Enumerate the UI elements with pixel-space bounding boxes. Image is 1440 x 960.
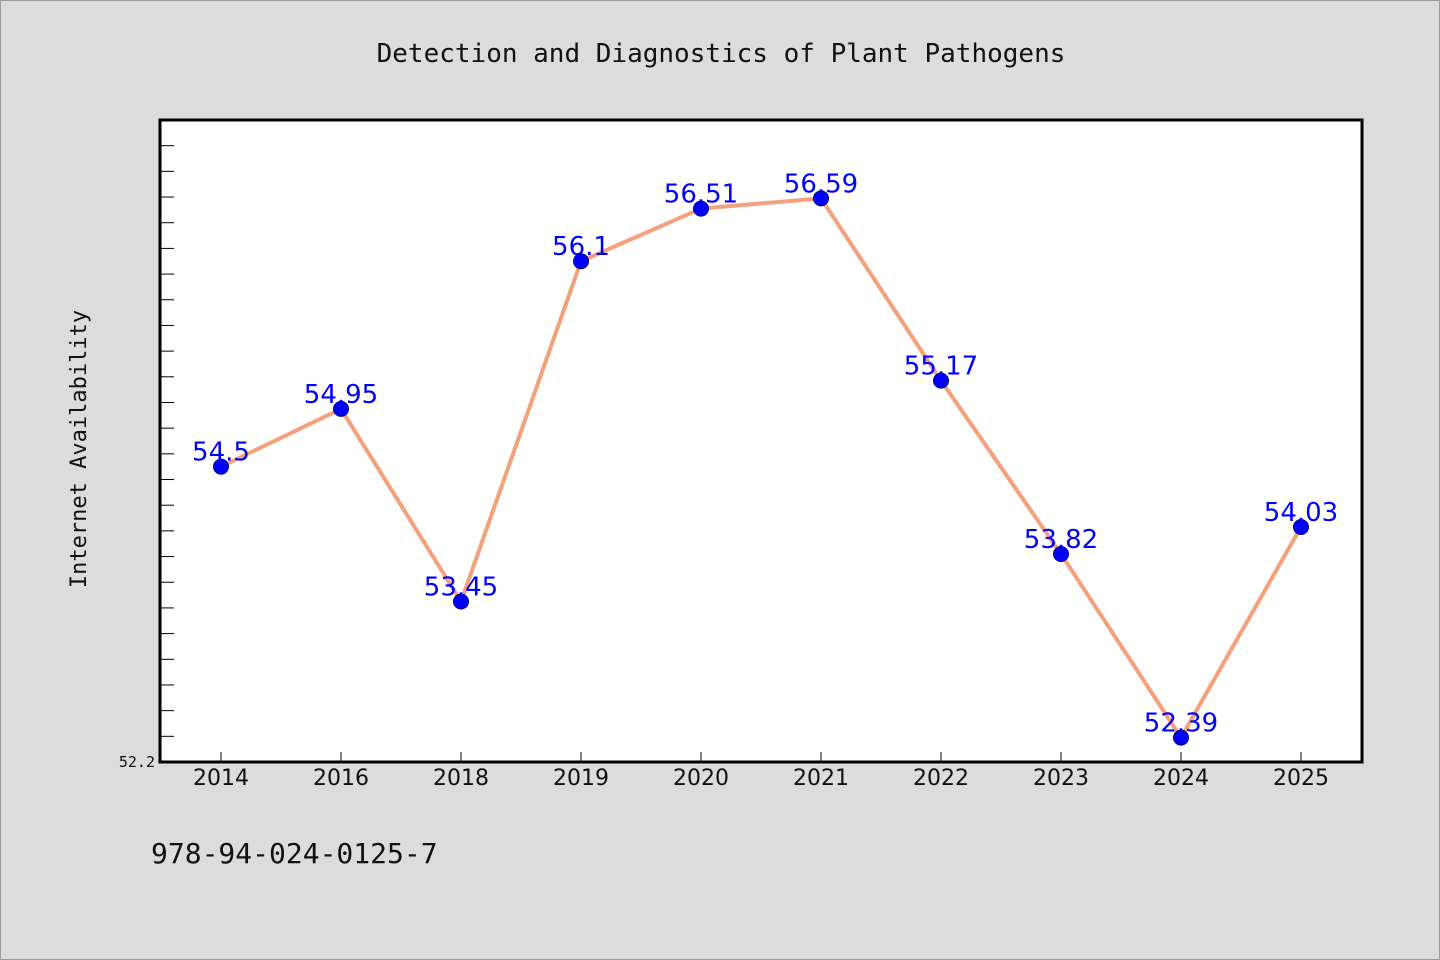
x-axis-tick-labels: 2014 2016 2018 2019 2020 2021 2022 2023 2024 2025 [193, 766, 1329, 791]
x-tick-label: 2023 [1033, 766, 1089, 791]
x-tick-label: 2024 [1153, 766, 1209, 791]
series-line-segment [939, 378, 1063, 556]
data-label: 54.5 [192, 438, 250, 468]
series-lines [219, 196, 1303, 740]
data-label: 56.1 [552, 232, 610, 262]
x-tick-label: 2025 [1273, 766, 1329, 791]
data-label: 52.39 [1144, 709, 1218, 739]
series-line-segment [219, 406, 343, 469]
x-tick-label: 2016 [313, 766, 369, 791]
y-tick-label: 52.2 [119, 753, 155, 771]
data-label: 54.95 [304, 380, 378, 410]
data-label: 56.51 [664, 180, 738, 210]
data-point [453, 593, 469, 610]
x-tick-label: 2019 [553, 766, 609, 791]
data-point [1173, 729, 1189, 746]
series-line-segment [699, 196, 823, 211]
data-point [1053, 545, 1069, 562]
series-line-segment [339, 406, 463, 604]
data-point [333, 400, 349, 417]
x-tick-label: 2018 [433, 766, 489, 791]
data-label: 54.03 [1264, 498, 1338, 528]
data-point [693, 200, 709, 217]
data-point [573, 253, 589, 270]
chart-title: Detection and Diagnostics of Plant Patho… [377, 39, 1066, 69]
plot-area [160, 120, 1362, 762]
data-label: 55.17 [904, 352, 978, 382]
series-line-segment [819, 196, 943, 383]
x-tick-label: 2022 [913, 766, 969, 791]
series-line-segment [1059, 551, 1183, 740]
x-tick-label: 2020 [673, 766, 729, 791]
x-tick-label: 2021 [793, 766, 849, 791]
isbn-footer: 978-94-024-0125-7 [151, 837, 438, 870]
series-markers [213, 190, 1309, 746]
data-label: 53.45 [424, 573, 498, 603]
data-point [933, 372, 949, 389]
y-axis-ticks [160, 145, 174, 737]
data-labels: 54.5 54.95 53.45 56.1 56.51 56.59 55.17 53.82 52… [192, 169, 1338, 738]
y-axis-label: Internet Availability [67, 310, 92, 588]
data-point [213, 458, 229, 475]
series-line-segment [459, 259, 583, 604]
series-line-segment [579, 206, 703, 264]
series-line-segment [1179, 525, 1303, 740]
x-tick-label: 2014 [193, 766, 249, 791]
x-axis-ticks [220, 752, 1302, 762]
plot-frame [158, 118, 1364, 764]
data-label: 53.82 [1024, 525, 1098, 555]
data-point [813, 190, 829, 207]
data-label: 56.59 [784, 169, 858, 199]
data-point [1293, 519, 1309, 536]
